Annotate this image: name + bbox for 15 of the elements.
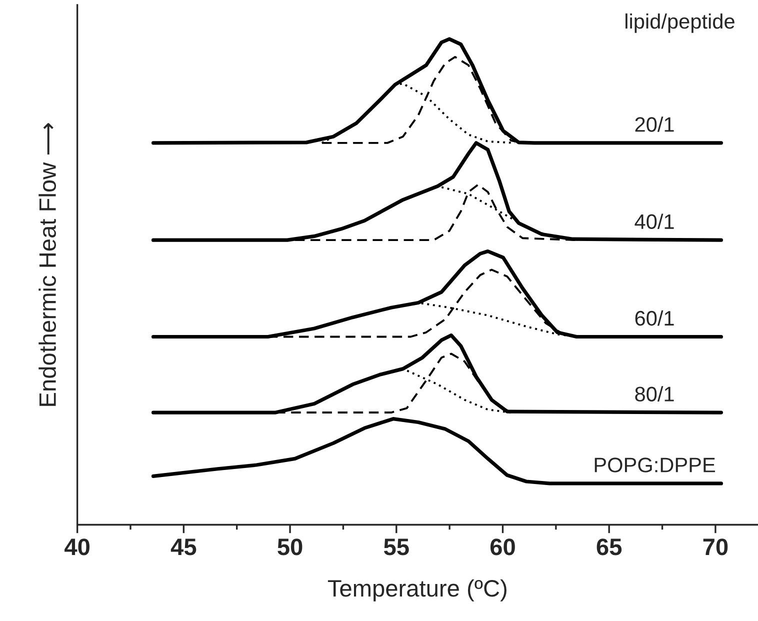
x-tick-label: 55 bbox=[384, 538, 409, 556]
x-tick-label: 60 bbox=[490, 538, 515, 556]
x-tick-label: 40 bbox=[64, 538, 90, 556]
x-tick-label: 70 bbox=[703, 538, 728, 556]
text: lipid/peptide bbox=[626, 13, 734, 33]
series-label: 80/1 bbox=[635, 386, 674, 402]
x-tick-label: 50 bbox=[278, 538, 302, 556]
series-label: 20/1 bbox=[635, 116, 674, 132]
x-tick-label: 65 bbox=[596, 538, 622, 556]
x-axis-title: Temperature (ºC) bbox=[328, 579, 506, 602]
x-tick-label: 45 bbox=[170, 538, 196, 556]
series-label: 40/1 bbox=[634, 214, 674, 230]
y-axis-title: Endothermic Heat Flow ⟶ bbox=[38, 123, 56, 406]
series-label: 60/1 bbox=[635, 310, 674, 326]
series-label: POPG:DPPE bbox=[594, 458, 715, 472]
